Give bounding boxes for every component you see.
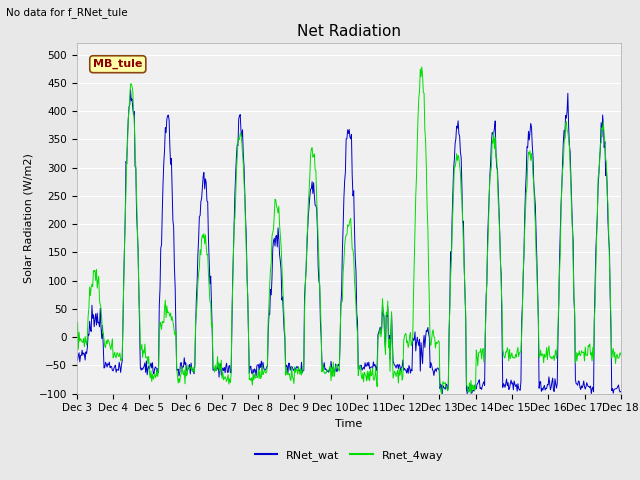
Rnet_4way: [73, 335, 81, 340]
RNet_wat: [438, 391, 446, 396]
Rnet_4way: [431, 345, 439, 351]
RNet_wat: [617, 389, 625, 395]
Rnet_4way: [617, 352, 625, 358]
RNet_wat: [140, 365, 147, 371]
Rnet_4way: [415, 95, 422, 101]
RNet_wat: [127, 86, 134, 92]
RNet_wat: [431, 366, 439, 372]
Legend: RNet_wat, Rnet_4way: RNet_wat, Rnet_4way: [250, 445, 447, 465]
Title: Net Radiation: Net Radiation: [297, 24, 401, 39]
Text: MB_tule: MB_tule: [93, 59, 143, 69]
Rnet_4way: [139, 355, 147, 360]
Text: No data for f_RNet_tule: No data for f_RNet_tule: [6, 7, 128, 18]
Rnet_4way: [438, 391, 445, 396]
Rnet_4way: [223, 379, 230, 384]
RNet_wat: [73, 358, 81, 363]
RNet_wat: [83, 350, 90, 356]
Y-axis label: Solar Radiation (W/m2): Solar Radiation (W/m2): [23, 154, 33, 283]
RNet_wat: [195, 236, 202, 242]
Rnet_4way: [194, 280, 202, 286]
Line: RNet_wat: RNet_wat: [77, 89, 621, 394]
RNet_wat: [223, 369, 231, 375]
RNet_wat: [416, 336, 424, 342]
Line: Rnet_4way: Rnet_4way: [77, 67, 621, 394]
Rnet_4way: [83, 342, 90, 348]
X-axis label: Time: Time: [335, 419, 362, 429]
Rnet_4way: [418, 64, 426, 70]
